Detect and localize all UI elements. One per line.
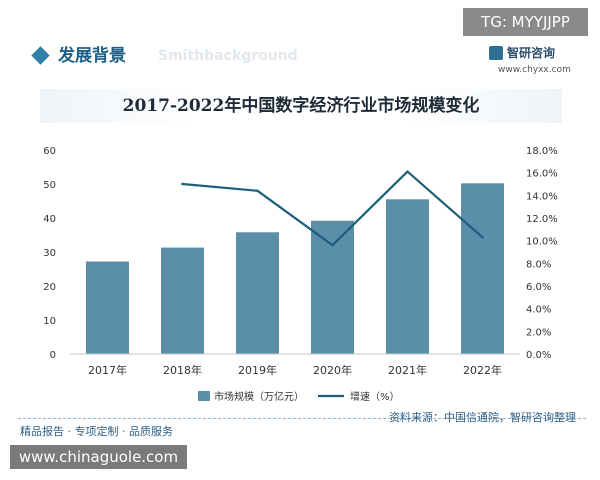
brand-logo-block: 智研咨询 www.chyxx.com	[483, 44, 583, 80]
growth-point	[481, 236, 484, 239]
legend-bar-swatch	[198, 391, 210, 401]
y2-axis-tick-label: 0.0%	[526, 350, 551, 361]
x-axis-tick-label: 2022年	[463, 363, 502, 377]
y-axis-tick-label: 0	[50, 350, 56, 361]
footer-slogan: 精品报告 · 专项定制 · 品质服务	[20, 425, 173, 438]
section-header: 发展背景 Smithbackground	[30, 44, 570, 68]
growth-point	[181, 182, 184, 186]
y-axis-tick-label: 50	[43, 180, 56, 191]
x-axis-tick-label: 2019年	[238, 363, 277, 377]
y2-axis-tick-label: 18.0%	[526, 146, 558, 157]
bar	[236, 232, 279, 354]
x-axis-tick-label: 2020年	[313, 363, 352, 377]
brand-name: 智研咨询	[507, 46, 556, 60]
y-axis-tick-label: 60	[43, 146, 56, 157]
growth-point	[406, 170, 409, 173]
legend-bar-label: 市场规模（万亿元）	[214, 390, 304, 403]
data-source: 资料来源：中国信通院，智研咨询整理	[389, 411, 576, 424]
y2-axis-tick-label: 6.0%	[526, 282, 551, 293]
y-axis-tick-label: 20	[43, 282, 56, 293]
y-axis-tick-label: 30	[43, 248, 56, 259]
y2-axis-tick-label: 8.0%	[526, 259, 551, 270]
site-badge: www.chinaguole.com	[10, 445, 187, 469]
x-axis-tick-label: 2017年	[88, 363, 127, 377]
x-axis-tick-label: 2021年	[388, 363, 427, 377]
bar	[386, 199, 429, 354]
y2-axis-tick-label: 10.0%	[526, 237, 558, 248]
footer-divider	[18, 418, 586, 419]
bar	[311, 220, 354, 354]
section-title: 发展背景	[58, 46, 126, 66]
y-axis-tick-label: 40	[43, 214, 56, 225]
y2-axis-tick-label: 16.0%	[526, 169, 558, 180]
growth-point	[331, 244, 334, 247]
growth-point	[256, 189, 259, 192]
y2-axis-tick-label: 2.0%	[526, 327, 551, 338]
bar	[161, 247, 204, 354]
brand-logo-icon	[489, 46, 503, 60]
tg-badge: TG: MYYJJPP	[463, 8, 588, 36]
legend-line-label: 增速（%）	[350, 390, 400, 403]
y2-axis-tick-label: 14.0%	[526, 191, 558, 202]
y2-axis-tick-label: 12.0%	[526, 214, 558, 225]
y2-axis-tick-label: 4.0%	[526, 305, 551, 316]
chart-title: 2017-2022年中国数字经济行业市场规模变化	[122, 96, 480, 116]
header-watermark-text: Smithbackground	[158, 48, 298, 64]
x-axis-tick-label: 2018年	[163, 363, 202, 377]
chart-title-band: 2017-2022年中国数字经济行业市场规模变化	[40, 89, 562, 123]
brand-url: www.chyxx.com	[498, 65, 571, 75]
y-axis-tick-label: 10	[43, 316, 56, 327]
bar	[461, 183, 504, 354]
bar	[86, 261, 129, 354]
